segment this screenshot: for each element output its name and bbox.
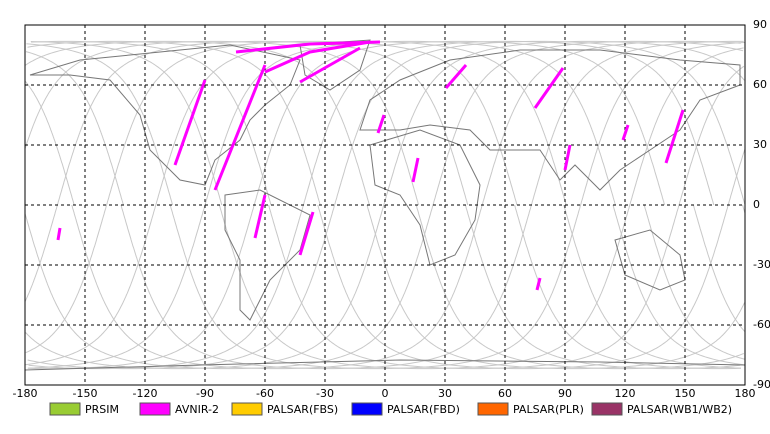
legend-swatch <box>477 402 509 416</box>
orbit-track <box>27 40 742 370</box>
legend-label: PRSIM <box>85 403 119 416</box>
swath <box>376 114 386 134</box>
y-tick-label: 0 <box>753 198 760 211</box>
legend-swatch <box>591 402 623 416</box>
greenland <box>299 39 371 91</box>
swath <box>173 79 207 166</box>
legend-label: PALSAR(WB1/WB2) <box>627 403 732 416</box>
swath <box>535 277 542 291</box>
x-tick-label: -90 <box>196 387 214 400</box>
legend: PRSIM AVNIR-2 PALSAR(FBS) PALSAR(FBD) PALSAR… <box>49 402 732 416</box>
x-tick-label: -180 <box>13 387 38 400</box>
swath <box>299 46 361 84</box>
orbit-track <box>24 40 746 370</box>
swaths <box>56 40 685 291</box>
orbit-track <box>28 40 744 370</box>
orbit-track <box>25 40 741 370</box>
y-tick-label: 60 <box>753 78 767 91</box>
swath <box>56 227 62 241</box>
orbit-track <box>27 40 744 370</box>
swath <box>563 144 572 171</box>
legend-label: PALSAR(PLR) <box>513 403 584 416</box>
swath <box>235 40 381 54</box>
x-tick-label: 90 <box>558 387 572 400</box>
legend-swatch <box>231 402 263 416</box>
swath <box>533 67 565 109</box>
plot-frame <box>24 24 746 386</box>
africa <box>369 129 481 266</box>
x-tick-label: -60 <box>256 387 274 400</box>
swath <box>444 64 468 89</box>
x-tick-label: -30 <box>316 387 334 400</box>
coastlines <box>24 39 746 371</box>
south-america <box>224 189 311 321</box>
legend-label: AVNIR-2 <box>175 403 219 416</box>
swath <box>213 64 267 191</box>
north-america <box>29 44 301 186</box>
x-tick-label: -120 <box>133 387 158 400</box>
orbit-track <box>25 40 744 370</box>
y-tick-label: -30 <box>753 258 770 271</box>
legend-label: PALSAR(FBS) <box>267 403 338 416</box>
swath <box>411 157 420 183</box>
y-tick-label: 30 <box>753 138 767 151</box>
swath <box>298 211 315 256</box>
swath <box>621 124 630 141</box>
swath <box>264 40 371 74</box>
legend-swatch <box>139 402 171 416</box>
x-tick-label: -150 <box>73 387 98 400</box>
legend-label: PALSAR(FBD) <box>387 403 460 416</box>
legend-swatch <box>49 402 81 416</box>
orbit-track <box>24 40 746 370</box>
swath <box>253 194 267 239</box>
orbit-track <box>31 40 745 370</box>
x-tick-label: 30 <box>438 387 452 400</box>
x-tick-label: 180 <box>735 387 756 400</box>
legend-swatch <box>351 402 383 416</box>
x-tick-label: 0 <box>382 387 389 400</box>
swath <box>664 109 685 164</box>
x-tick-label: 60 <box>498 387 512 400</box>
y-tick-label: -90 <box>753 378 770 391</box>
orbit-track <box>27 40 741 370</box>
x-tick-label: 150 <box>675 387 696 400</box>
antarctica <box>24 359 746 371</box>
y-tick-label: -60 <box>753 318 770 331</box>
eurasia <box>359 49 741 191</box>
y-tick-label: 90 <box>753 18 767 31</box>
x-tick-label: 120 <box>615 387 636 400</box>
